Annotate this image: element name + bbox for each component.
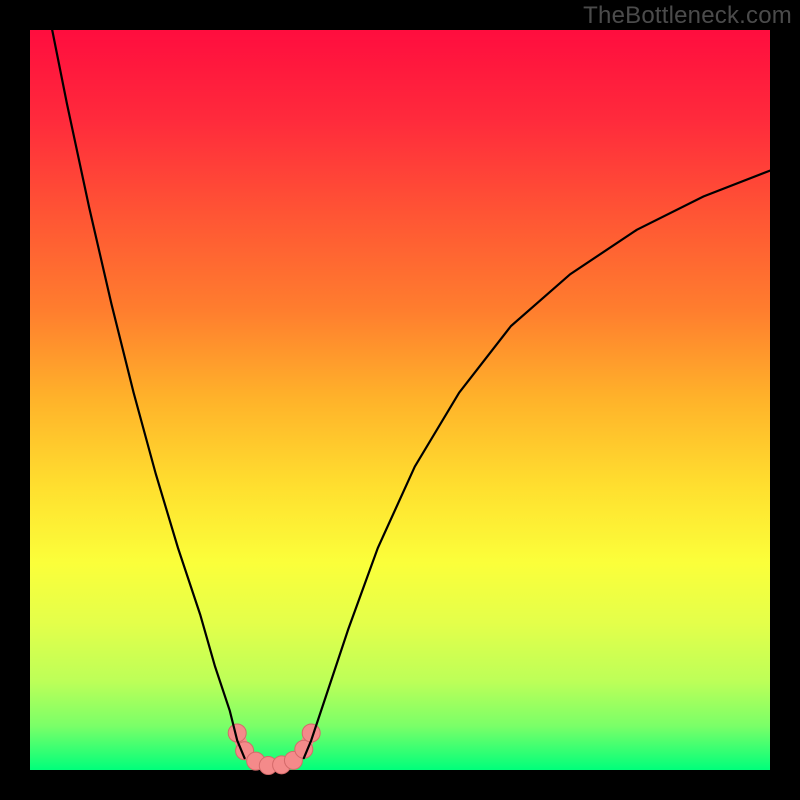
bottleneck-chart: [0, 0, 800, 800]
watermark-text: TheBottleneck.com: [583, 2, 792, 30]
heatmap-background: [30, 30, 770, 770]
